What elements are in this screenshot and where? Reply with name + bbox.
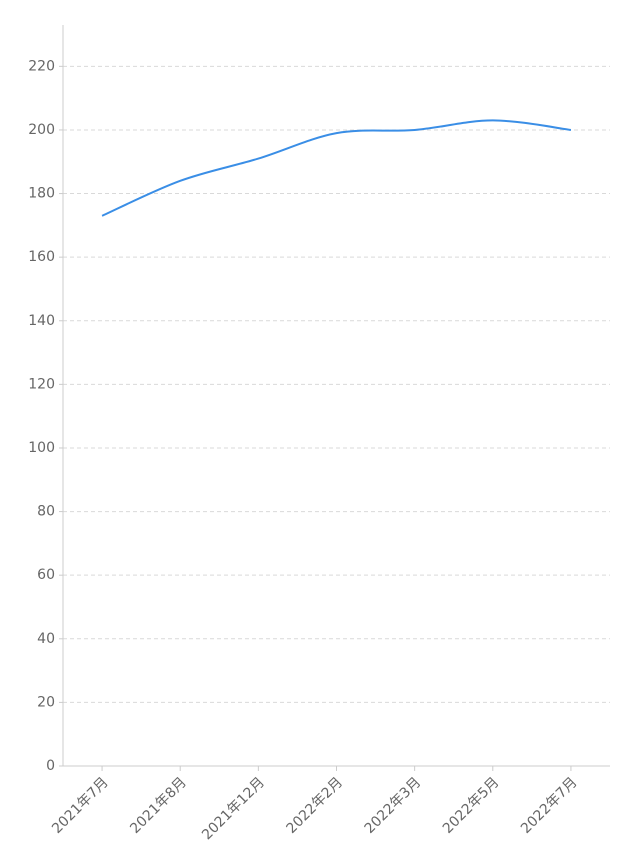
- x-tick-label: 2021年8月: [127, 774, 190, 837]
- x-tick-label: 2021年7月: [49, 774, 112, 837]
- y-tick-label: 140: [28, 313, 55, 329]
- y-tick-label: 100: [28, 440, 55, 456]
- y-tick-label: 180: [28, 186, 55, 202]
- x-tick-label: 2022年2月: [284, 774, 347, 837]
- y-tick-label: 160: [28, 249, 55, 265]
- y-tick-label: 220: [28, 58, 55, 74]
- y-tick-label: 0: [46, 758, 55, 774]
- x-tick-label: 2022年7月: [518, 774, 581, 837]
- x-tick-label: 2022年3月: [362, 774, 425, 837]
- line: [101, 119, 572, 217]
- y-tick-label: 80: [37, 504, 55, 520]
- y-tick-label: 20: [37, 694, 55, 710]
- y-tick-label: 200: [28, 122, 55, 138]
- y-tick-label: 120: [28, 376, 55, 392]
- x-tick-label: 2021年12月: [199, 774, 268, 843]
- y-tick-label: 40: [37, 631, 55, 647]
- y-tick-label: 60: [37, 567, 55, 583]
- x-tick-label: 2022年5月: [440, 774, 503, 837]
